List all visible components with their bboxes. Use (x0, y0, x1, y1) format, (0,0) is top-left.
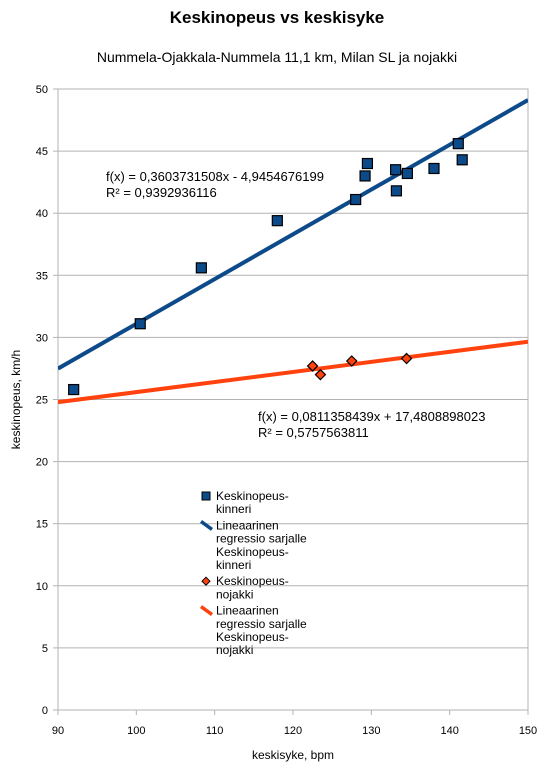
r2-kinneri: R² = 0,9392936116 (106, 185, 217, 200)
x-tick-label: 100 (127, 725, 145, 737)
y-tick-label: 5 (42, 643, 48, 655)
y-axis-label: keskinopeus, km/h (9, 350, 23, 449)
x-axis-label: keskisyke, bpm (252, 748, 334, 762)
equation-nojakki: f(x) = 0,0811358439x + 17,4808898023 (258, 409, 485, 424)
y-tick-label: 40 (36, 208, 48, 220)
data-point-kinneri (390, 164, 402, 176)
legend-label: Keskinopeus- (216, 574, 289, 588)
legend-label: regressio sarjalle (216, 532, 307, 546)
x-tick-label: 120 (284, 725, 302, 737)
data-point-kinneri (401, 167, 413, 180)
equation-kinneri: f(x) = 0,3603731508x - 4,9454676199 (106, 169, 324, 184)
x-tick-label: 150 (519, 725, 537, 737)
y-tick-label: 15 (36, 519, 48, 531)
y-tick-label: 20 (36, 457, 48, 469)
y-tick-label: 0 (42, 705, 48, 717)
y-tick-label: 30 (36, 332, 48, 344)
data-point-nojakki (306, 360, 319, 372)
legend-label: kinneri (216, 502, 251, 516)
data-point-kinneri (361, 157, 374, 170)
legend-label: Keskinopeus- (216, 630, 289, 644)
legend-label: nojakki (216, 587, 253, 601)
legend-label: Lineaarinen (216, 604, 279, 618)
chart-title: Keskinopeus vs keskisyke (169, 8, 385, 27)
x-tick-label: 130 (362, 725, 380, 737)
legend-label: Lineaarinen (216, 518, 279, 532)
y-tick-label: 10 (36, 581, 48, 593)
data-point-kinneri (456, 154, 468, 166)
y-tick-label: 35 (36, 270, 48, 282)
data-point-kinneri (452, 138, 464, 150)
data-point-nojakki (345, 355, 358, 367)
data-point-kinneri (428, 162, 440, 175)
legend-symbol-square (201, 491, 211, 501)
data-point-kinneri (271, 215, 283, 227)
chart-subtitle: Nummela-Ojakkala-Nummela 11,1 km, Milan … (96, 49, 458, 65)
legend-symbol-line (199, 605, 214, 617)
y-tick-label: 50 (36, 84, 48, 96)
legend-symbol-line (199, 519, 214, 531)
x-tick-label: 110 (206, 725, 224, 737)
data-point-nojakki (400, 352, 413, 365)
data-point-kinneri (350, 193, 362, 206)
y-tick-label: 45 (36, 146, 48, 158)
data-point-kinneri (195, 262, 207, 274)
legend-symbol-diamond (201, 576, 211, 586)
trendline-2 (58, 339, 528, 405)
legend-label: Keskinopeus- (216, 545, 289, 559)
legend-label: kinneri (216, 558, 251, 572)
r2-nojakki: R² = 0,5757563811 (258, 425, 369, 440)
data-point-kinneri (390, 185, 402, 197)
data-point-kinneri (359, 170, 371, 182)
y-tick-label: 25 (36, 395, 48, 407)
x-tick-label: 140 (440, 725, 458, 737)
legend-label: nojakki (216, 643, 253, 657)
legend-label: regressio sarjalle (216, 617, 307, 631)
data-point-kinneri (134, 318, 146, 330)
legend-label: Keskinopeus- (216, 489, 289, 503)
data-point-nojakki (314, 368, 327, 381)
x-tick-label: 90 (52, 725, 64, 737)
data-point-kinneri (68, 383, 80, 396)
